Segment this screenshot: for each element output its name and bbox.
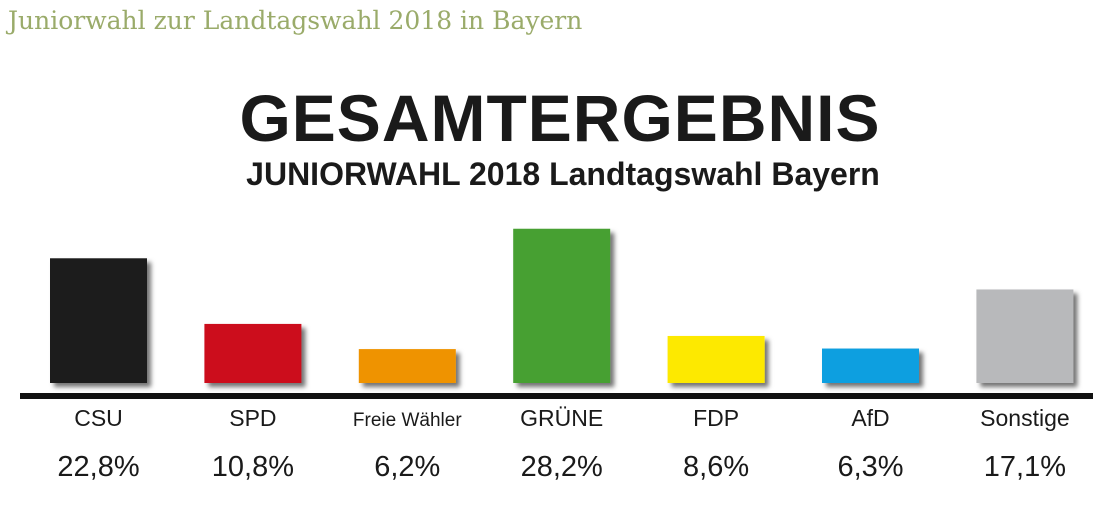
category-label: Freie Wähler <box>353 410 462 431</box>
value-label: 28,2% <box>521 451 603 483</box>
bar-sonstige <box>976 289 1074 383</box>
value-label: 10,8% <box>212 451 294 483</box>
category-label: SPD <box>229 405 276 431</box>
category-label: CSU <box>74 405 123 431</box>
value-label: 6,2% <box>374 451 440 483</box>
category-label: Sonstige <box>980 405 1070 431</box>
category-label: AfD <box>851 405 889 431</box>
chart-title: GESAMTERGEBNIS <box>239 81 881 155</box>
category-label: GRÜNE <box>520 405 603 431</box>
bar-freie-w-hler <box>358 349 456 383</box>
bar-csu <box>50 258 147 383</box>
value-label: 8,6% <box>683 451 749 483</box>
x-axis-line <box>20 393 1093 399</box>
value-label: 22,8% <box>57 451 139 483</box>
page-caption: Juniorwahl zur Landtagswahl 2018 in Baye… <box>8 6 583 35</box>
category-label: FDP <box>693 405 739 431</box>
chart-subtitle: JUNIORWAHL 2018 Landtagswahl Bayern <box>246 156 880 192</box>
bar-gr-ne <box>513 228 611 383</box>
value-label: 17,1% <box>984 451 1066 483</box>
bar-spd <box>204 323 302 383</box>
value-label: 6,3% <box>837 451 903 483</box>
bar-fdp <box>667 335 765 383</box>
bar-afd <box>822 348 919 383</box>
